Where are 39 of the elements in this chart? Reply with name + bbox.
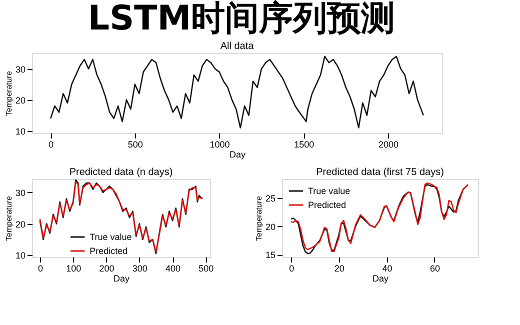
x-tick-label: 1500 — [294, 140, 314, 150]
x-tick-label: 500 — [198, 264, 214, 274]
y-axis-title: Temperature — [4, 70, 14, 116]
legend-label: True value — [90, 232, 132, 242]
legend-label: True value — [308, 186, 350, 196]
x-axis-title: Day — [113, 274, 130, 284]
x-tick-label: 100 — [66, 264, 82, 274]
y-tick-label: 10 — [15, 250, 26, 261]
x-tick-label: 0 — [289, 264, 294, 274]
y-tick-label: 25 — [265, 193, 276, 204]
y-tick-label: 15 — [265, 250, 276, 260]
chart-title: Predicted data (n days) — [69, 167, 173, 178]
y-tick-label: 20 — [15, 95, 26, 106]
y-tick-label: 20 — [265, 222, 276, 232]
y-tick-label: 10 — [15, 126, 26, 136]
chart-title: Predicted data (first 75 days) — [316, 167, 444, 178]
x-tick-label: 200 — [99, 264, 114, 274]
legend-label: Predicted — [90, 246, 128, 256]
x-tick-label: 500 — [128, 140, 143, 150]
x-tick-label: 0 — [48, 140, 54, 150]
x-tick-label: 0 — [38, 264, 43, 274]
y-axis-title: Temperature — [254, 196, 264, 241]
x-tick-label: 40 — [382, 264, 392, 274]
legend-label: Predicted — [308, 200, 346, 210]
y-axis-title: Temperature — [4, 196, 14, 241]
x-tick-label: 300 — [132, 264, 148, 274]
x-tick-label: 60 — [430, 264, 440, 274]
line-series — [50, 56, 424, 128]
x-tick-label: 400 — [166, 264, 181, 274]
x-tick-label: 2000 — [378, 140, 399, 150]
x-tick-label: 20 — [334, 264, 344, 274]
y-tick-label: 30 — [15, 188, 26, 198]
y-tick-label: 20 — [15, 219, 26, 230]
x-tick-label: 1000 — [210, 140, 230, 150]
chart-subtitle: All data — [220, 41, 254, 52]
y-tick-label: 30 — [15, 64, 26, 74]
chart-title: LSTM时间序列预测 — [88, 0, 396, 38]
x-axis-title: Day — [229, 150, 246, 160]
x-axis-title: Day — [372, 274, 389, 284]
